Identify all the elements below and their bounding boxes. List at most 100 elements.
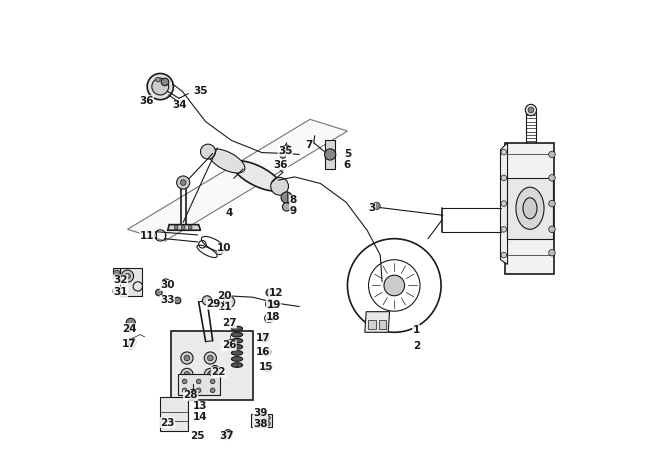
Circle shape <box>281 192 292 203</box>
Circle shape <box>125 273 130 279</box>
Text: 18: 18 <box>266 312 281 322</box>
Circle shape <box>161 78 169 86</box>
Text: 32: 32 <box>113 275 128 285</box>
Text: 14: 14 <box>193 412 207 423</box>
Bar <box>325 140 335 169</box>
Text: 28: 28 <box>183 390 198 401</box>
Circle shape <box>549 151 555 158</box>
Circle shape <box>549 249 555 256</box>
Circle shape <box>181 352 193 364</box>
Circle shape <box>224 430 232 438</box>
Circle shape <box>549 175 555 181</box>
Bar <box>368 320 376 329</box>
Circle shape <box>155 77 161 82</box>
Circle shape <box>549 200 555 207</box>
Circle shape <box>174 297 181 304</box>
Circle shape <box>501 201 506 206</box>
Text: 23: 23 <box>160 417 175 428</box>
Text: 13: 13 <box>193 401 207 411</box>
Circle shape <box>384 275 404 296</box>
Circle shape <box>282 203 291 211</box>
Text: 5: 5 <box>344 149 351 160</box>
Circle shape <box>152 78 169 95</box>
Bar <box>506 178 553 239</box>
Ellipse shape <box>231 344 242 349</box>
Circle shape <box>182 379 187 384</box>
Circle shape <box>211 379 215 384</box>
Bar <box>379 320 386 329</box>
Circle shape <box>182 388 187 393</box>
Circle shape <box>128 338 136 347</box>
Circle shape <box>501 175 506 181</box>
Circle shape <box>266 289 274 296</box>
Circle shape <box>196 379 201 384</box>
Circle shape <box>226 340 235 348</box>
Circle shape <box>267 302 272 307</box>
Circle shape <box>207 355 213 361</box>
Circle shape <box>263 336 267 340</box>
Text: 36: 36 <box>139 95 153 106</box>
Text: 36: 36 <box>273 160 288 170</box>
Circle shape <box>207 372 213 377</box>
Circle shape <box>147 73 174 100</box>
Text: 34: 34 <box>173 100 187 110</box>
Ellipse shape <box>231 351 242 355</box>
Text: 10: 10 <box>217 243 231 253</box>
Circle shape <box>266 421 270 426</box>
Text: 1: 1 <box>413 325 420 335</box>
Polygon shape <box>172 331 254 400</box>
Circle shape <box>114 270 120 277</box>
Text: 19: 19 <box>266 300 281 310</box>
Text: 15: 15 <box>259 362 274 373</box>
Circle shape <box>260 416 265 420</box>
Circle shape <box>224 296 235 307</box>
Text: 37: 37 <box>220 431 234 441</box>
Text: 3: 3 <box>368 203 376 213</box>
Polygon shape <box>114 268 120 278</box>
Circle shape <box>188 226 192 229</box>
Polygon shape <box>168 225 200 230</box>
Circle shape <box>184 372 190 377</box>
Circle shape <box>122 270 134 282</box>
Text: 17: 17 <box>256 333 270 343</box>
Polygon shape <box>500 143 508 264</box>
Ellipse shape <box>516 187 544 229</box>
Ellipse shape <box>231 332 242 337</box>
Text: 27: 27 <box>222 318 237 328</box>
Circle shape <box>324 149 336 160</box>
Circle shape <box>280 153 286 158</box>
Text: 38: 38 <box>253 418 268 429</box>
Ellipse shape <box>209 149 245 173</box>
Text: 35: 35 <box>194 86 208 96</box>
Bar <box>177 374 220 395</box>
Circle shape <box>501 227 506 232</box>
Circle shape <box>204 368 216 380</box>
Circle shape <box>188 389 198 399</box>
Circle shape <box>266 300 274 308</box>
Bar <box>161 397 188 431</box>
Circle shape <box>202 296 212 305</box>
Circle shape <box>181 180 186 185</box>
Circle shape <box>528 107 534 113</box>
Circle shape <box>181 368 193 380</box>
Text: 17: 17 <box>122 339 136 349</box>
Circle shape <box>190 392 196 396</box>
Text: 33: 33 <box>160 295 175 306</box>
Circle shape <box>126 318 135 328</box>
Ellipse shape <box>231 326 242 331</box>
Text: 4: 4 <box>226 208 233 218</box>
Circle shape <box>177 176 190 189</box>
Ellipse shape <box>200 144 216 159</box>
Text: 39: 39 <box>254 408 268 418</box>
Text: 24: 24 <box>122 323 136 334</box>
Text: 26: 26 <box>222 340 237 351</box>
Text: 2: 2 <box>413 341 420 351</box>
Polygon shape <box>365 312 389 332</box>
Bar <box>251 414 272 427</box>
Text: 11: 11 <box>140 231 155 241</box>
Ellipse shape <box>523 197 537 219</box>
Text: 20: 20 <box>216 291 231 301</box>
Text: 9: 9 <box>290 205 297 216</box>
Circle shape <box>260 421 265 426</box>
Text: 16: 16 <box>256 347 270 357</box>
